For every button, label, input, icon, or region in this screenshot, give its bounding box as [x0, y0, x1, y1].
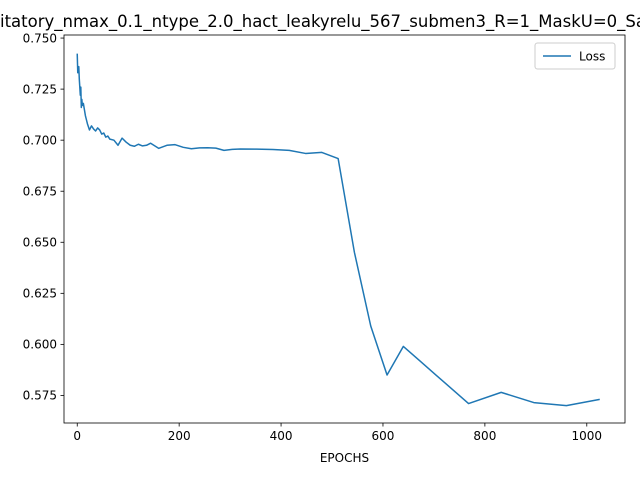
y-tick-label: 0.600 [23, 338, 57, 352]
y-tick-label: 0.575 [23, 389, 57, 403]
x-tick-label: 400 [270, 429, 293, 443]
legend-label: Loss [579, 49, 605, 63]
legend-box [534, 42, 616, 70]
series-line-loss [76, 53, 600, 407]
y-tick-label: 0.650 [23, 236, 57, 250]
y-tick-label: 0.700 [23, 133, 57, 147]
x-tick-label: 1000 [572, 429, 603, 443]
y-tick-label: 0.750 [23, 31, 57, 45]
y-tick-label: 0.725 [23, 82, 57, 96]
x-axis-label: EPOCHS [320, 451, 369, 465]
plot-frame [63, 34, 626, 424]
x-tick-label: 200 [168, 429, 191, 443]
x-tick-label: 600 [372, 429, 395, 443]
y-tick-label: 0.675 [23, 185, 57, 199]
chart-title: itatory_nmax_0.1_ntype_2.0_hact_leakyrel… [0, 12, 640, 31]
y-tick-label: 0.625 [23, 287, 57, 301]
x-tick-label: 800 [473, 429, 496, 443]
x-tick-label: 0 [73, 429, 81, 443]
